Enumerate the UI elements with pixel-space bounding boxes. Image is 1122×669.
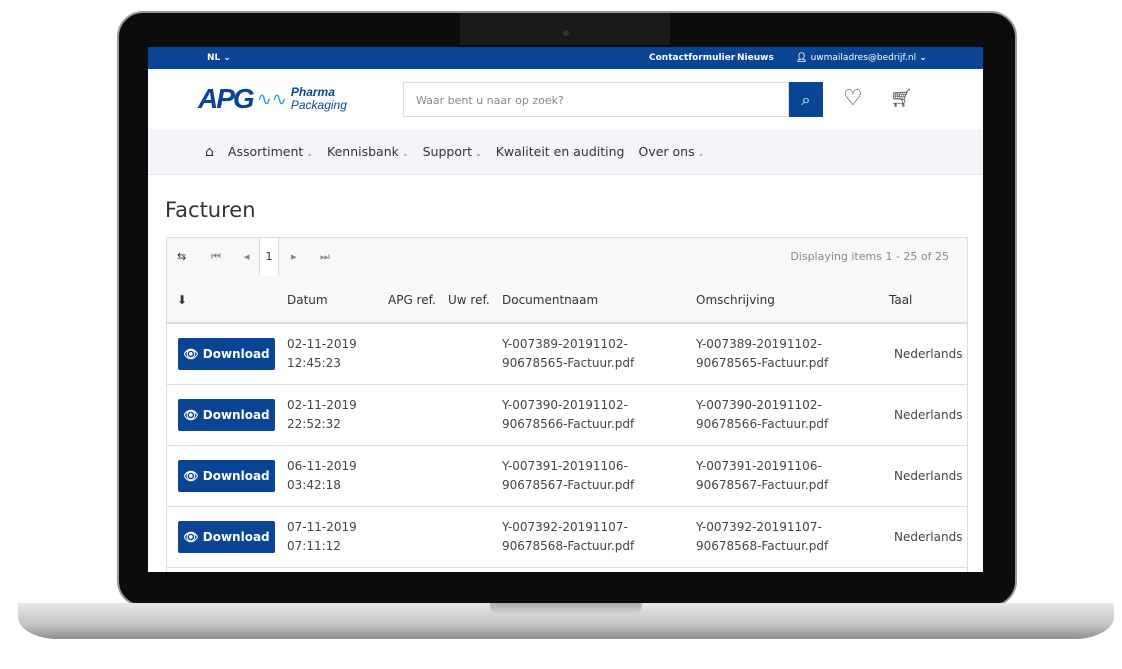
table-row: 👁︎ Download 02-11-2019 22:52:32 Y-007390-… — [167, 385, 967, 446]
table-row: 👁︎ Download 06-11-2019 03:42:18 Y-007391-… — [167, 446, 967, 507]
page-title: Facturen — [165, 198, 256, 222]
laptop-groove — [490, 603, 642, 615]
search-input[interactable]: Waar bent u naar op zoek? — [403, 82, 789, 117]
last-page-icon[interactable]: ⏭ — [320, 250, 330, 263]
date-cell: 07-11-2019 07:11:12 — [287, 520, 357, 553]
account-menu[interactable]: 👤︎ uwmailadres@bedrijf.nl ⌄ — [796, 53, 927, 63]
search-icon: ⌕ — [801, 90, 811, 109]
taal-cell: Nederlands — [894, 347, 963, 361]
nav-assortiment[interactable]: Assortiment ⌄ — [227, 144, 314, 159]
grid-header: ⬇ Datum APG ref. Uw ref. Documentnaam Om… — [167, 276, 967, 324]
invoice-grid: ⇆ ⏮ ◂ 1 ▸ ⏭ Displaying items 1 - 25 of 2… — [166, 237, 968, 572]
wishlist-icon[interactable]: ♡ — [843, 86, 863, 111]
page-number[interactable]: 1 — [259, 238, 279, 276]
taal-cell: Nederlands — [894, 408, 963, 422]
table-row: 👁︎ Download 02-11-2019 12:45:23 Y-007389-… — [167, 324, 967, 385]
top-bar: NL ⌄ Contactformulier Nieuws 👤︎ uwmailad… — [148, 47, 983, 69]
logo-text: APG — [198, 83, 255, 114]
col-datum[interactable]: Datum — [287, 293, 328, 307]
date-cell: 02-11-2019 22:52:32 — [287, 398, 357, 431]
omschrijving-cell: Y-007389-20191102- 90678565-Factuur.pdf — [696, 337, 829, 370]
next-page-icon[interactable]: ▸ — [291, 250, 297, 263]
news-link[interactable]: Nieuws — [737, 53, 774, 63]
download-button[interactable]: 👁︎ Download — [178, 460, 275, 492]
col-apg-ref[interactable]: APG ref. — [388, 293, 436, 307]
download-button[interactable]: 👁︎ Download — [178, 521, 275, 553]
nav-kennisbank[interactable]: Kennisbank ⌄ — [327, 144, 409, 159]
prev-page-icon[interactable]: ◂ — [244, 250, 250, 263]
documentnaam-cell: Y-007389-20191102- 90678565-Factuur.pdf — [502, 337, 635, 370]
download-button[interactable]: 👁︎ Download — [178, 338, 275, 370]
home-icon[interactable]: ⌂ — [205, 143, 214, 160]
download-button[interactable]: 👁︎ Download — [178, 399, 275, 431]
documentnaam-cell: Y-007390-20191102- 90678566-Factuur.pdf — [502, 398, 635, 431]
logo-sub: Pharma Packaging — [290, 85, 347, 112]
omschrijving-cell: Y-007390-20191102- 90678566-Factuur.pdf — [696, 398, 829, 431]
main-nav: ⌂ Assortiment ⌄ Kennisbank ⌄ Support ⌄ Kwal… — [148, 129, 983, 175]
grid-toolbar: ⇆ ⏮ ◂ 1 ▸ ⏭ Displaying items 1 - 25 of 2… — [167, 238, 967, 276]
omschrijving-cell: Y-007391-20191106- 90678567-Factuur.pdf — [696, 459, 829, 492]
language-select[interactable]: NL ⌄ — [207, 53, 231, 63]
col-taal[interactable]: Taal — [889, 293, 913, 307]
col-documentnaam[interactable]: Documentnaam — [502, 293, 599, 307]
taal-cell: Nederlands — [894, 530, 963, 544]
contact-link[interactable]: Contactformulier — [649, 53, 736, 63]
header: APG ∿∿ Pharma Packaging Waar bent u naar … — [148, 69, 983, 129]
documentnaam-cell: Y-007391-20191106- 90678567-Factuur.pdf — [502, 459, 635, 492]
date-cell: 06-11-2019 03:42:18 — [287, 459, 357, 492]
screen: NL ⌄ Contactformulier Nieuws 👤︎ uwmailad… — [148, 47, 983, 572]
taal-cell: Nederlands — [894, 469, 963, 483]
cart-icon[interactable]: 🛒︎ — [890, 88, 913, 109]
pager-info: Displaying items 1 - 25 of 25 — [790, 250, 949, 263]
documentnaam-cell: Y-007392-20191107- 90678568-Factuur.pdf — [502, 520, 635, 553]
camera — [563, 30, 569, 36]
eye-icon: 👁︎ — [183, 347, 199, 361]
nav-over-ons[interactable]: Over ons ⌄ — [638, 144, 705, 159]
table-row: 👁︎ Download 07-11-2019 07:11:12 Y-007392-… — [167, 507, 967, 568]
date-cell: 02-11-2019 12:45:23 — [287, 337, 357, 370]
first-page-icon[interactable]: ⏮ — [211, 250, 221, 263]
user-icon: 👤︎ — [796, 53, 808, 63]
eye-icon: 👁︎ — [183, 469, 199, 483]
eye-icon: 👁︎ — [183, 530, 199, 544]
nav-kwaliteit[interactable]: Kwaliteit en auditing — [495, 144, 625, 159]
download-icon: ⬇ — [177, 293, 188, 307]
wave-icon: ∿∿ — [256, 88, 287, 110]
search-button[interactable]: ⌕ — [789, 82, 823, 117]
col-omschrijving[interactable]: Omschrijving — [696, 293, 775, 307]
refresh-icon[interactable]: ⇆ — [177, 250, 187, 263]
logo[interactable]: APG ∿∿ Pharma Packaging — [198, 83, 347, 115]
omschrijving-cell: Y-007392-20191107- 90678568-Factuur.pdf — [696, 520, 829, 553]
eye-icon: 👁︎ — [183, 408, 199, 422]
laptop-notch — [460, 13, 670, 45]
nav-support[interactable]: Support ⌄ — [422, 144, 482, 159]
col-uw-ref[interactable]: Uw ref. — [448, 293, 490, 307]
